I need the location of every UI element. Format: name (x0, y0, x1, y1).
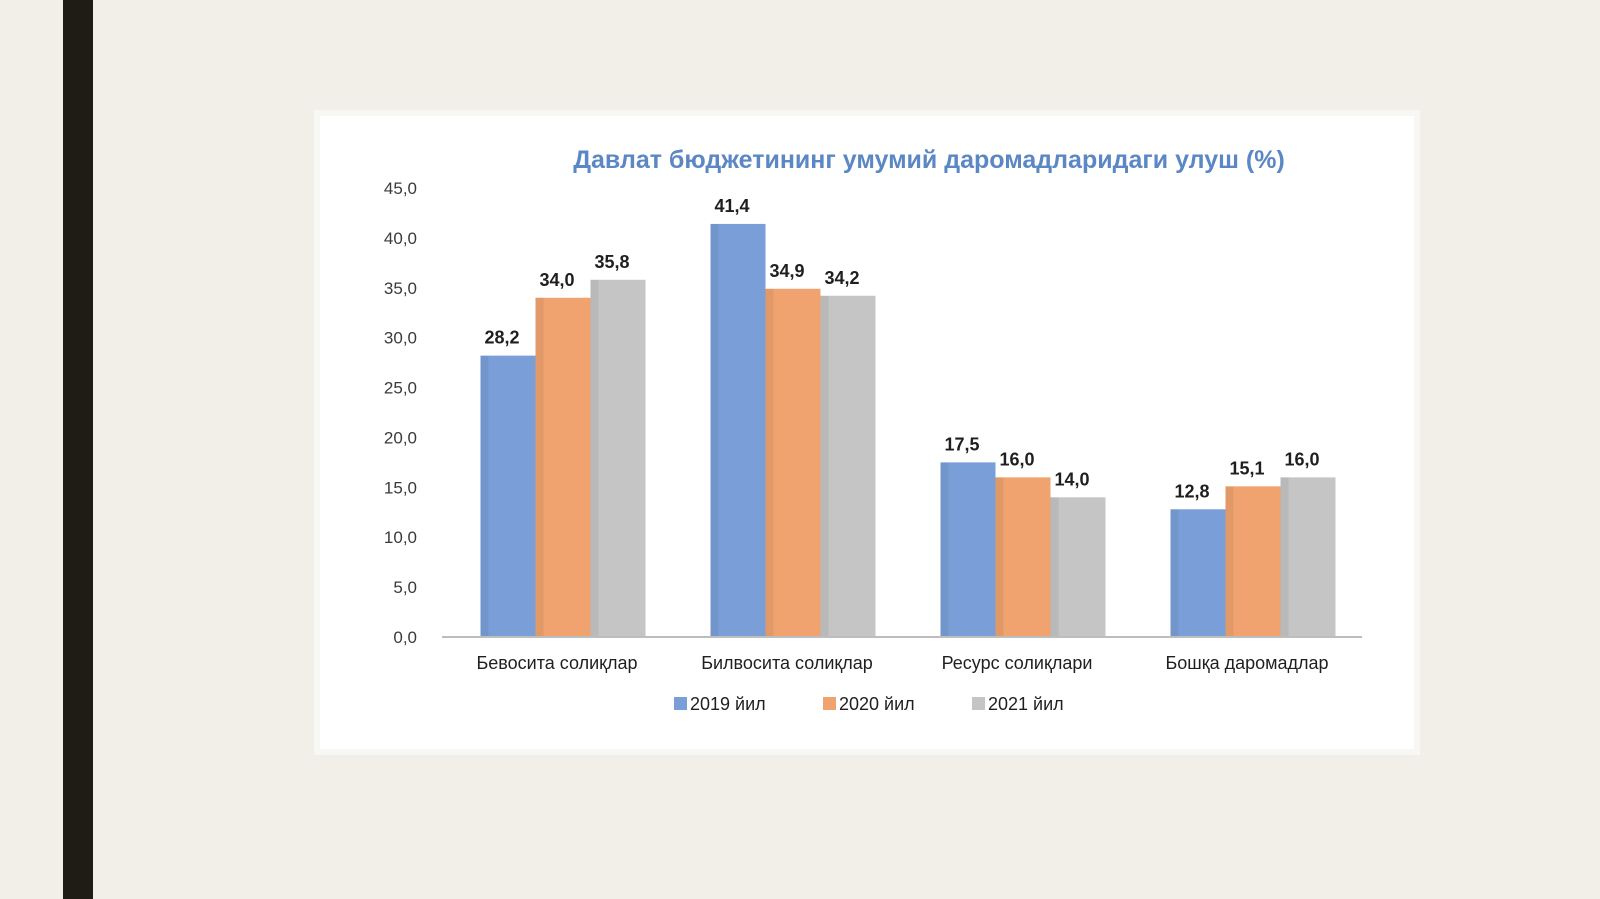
bar (590, 279, 646, 637)
data-label: 35,8 (594, 252, 629, 272)
y-tick-label: 30,0 (384, 329, 417, 348)
data-label: 14,0 (1054, 469, 1089, 489)
data-label: 16,0 (1284, 449, 1319, 469)
bar-shade (480, 355, 489, 637)
legend-label: 2020 йил (839, 694, 915, 714)
bar-shade (1280, 477, 1289, 637)
bar (995, 477, 1051, 637)
x-tick-label: Бошқа даромадлар (1165, 653, 1328, 673)
legend-label: 2021 йил (988, 694, 1064, 714)
bars: 28,2 34,0 35,8 41,4 34,9 34,2 17,5 16,0 14,0 12,8… (480, 196, 1336, 638)
legend-label: 2019 йил (690, 694, 766, 714)
bar (940, 462, 996, 637)
bar-shade (1225, 486, 1234, 637)
chart-card: Давлат бюджетининг умумий даромадларидаг… (314, 110, 1420, 755)
bar (1170, 509, 1226, 637)
data-label: 28,2 (484, 328, 519, 348)
y-tick-label: 5,0 (393, 578, 417, 597)
legend-swatch (823, 697, 836, 710)
bar-shade (535, 297, 544, 637)
bar-shade (1050, 497, 1059, 637)
data-label: 16,0 (999, 449, 1034, 469)
legend-swatch (972, 697, 985, 710)
bar-shade (940, 462, 949, 637)
bar (535, 297, 591, 637)
bar (1280, 477, 1336, 637)
x-tick-label: Билвосита солиқлар (701, 653, 873, 673)
data-label: 41,4 (714, 196, 749, 216)
data-label: 12,8 (1174, 481, 1209, 501)
y-tick-label: 45,0 (384, 179, 417, 198)
bar (820, 295, 876, 637)
bar-shade (995, 477, 1004, 637)
bar-shade (710, 223, 719, 638)
data-label: 34,9 (769, 261, 804, 281)
data-label: 17,5 (944, 434, 979, 454)
y-tick-label: 40,0 (384, 229, 417, 248)
y-tick-label: 10,0 (384, 528, 417, 547)
y-tick-label: 35,0 (384, 279, 417, 298)
x-tick-label: Бевосита солиқлар (476, 653, 637, 673)
bar (480, 355, 536, 637)
slide-left-accent-bar (63, 0, 93, 899)
bar (1050, 497, 1106, 637)
bar (710, 223, 766, 638)
x-axis: Бевосита солиқлар Билвосита солиқлар Ресур… (442, 636, 1362, 673)
y-tick-label: 20,0 (384, 428, 417, 447)
bar-chart: Давлат бюджетининг умумий даромадларидаг… (384, 146, 1362, 714)
data-label: 15,1 (1229, 458, 1264, 478)
legend-swatch (674, 697, 687, 710)
data-label: 34,0 (539, 270, 574, 290)
data-label: 34,2 (824, 268, 859, 288)
bar (1225, 486, 1281, 637)
bar (765, 288, 821, 637)
y-tick-label: 0,0 (393, 628, 417, 647)
bar-shade (765, 288, 774, 637)
bar-shade (820, 295, 829, 637)
y-tick-label: 25,0 (384, 379, 417, 398)
bar-shade (590, 279, 599, 637)
y-tick-label: 15,0 (384, 478, 417, 497)
y-axis: 0,0 5,0 10,0 15,0 20,0 25,0 30,0 35,0 40,0 45,0 (384, 179, 417, 647)
x-tick-label: Ресурс солиқлари (942, 653, 1093, 673)
legend: 2019 йил 2020 йил 2021 йил (674, 694, 1064, 714)
chart-title: Давлат бюджетининг умумий даромадларидаг… (573, 146, 1285, 174)
bar-shade (1170, 509, 1179, 637)
